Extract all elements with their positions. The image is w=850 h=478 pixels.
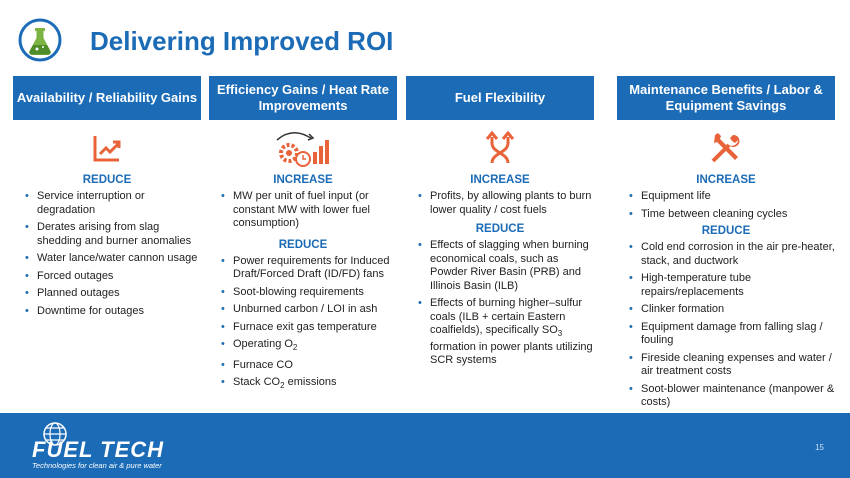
list-item: Soot-blowing requirements [221,286,397,300]
icon-container [209,126,397,170]
list-item: Effects of slagging when burning economi… [418,239,594,293]
flask-leaf-logo-icon [18,18,62,62]
subscript: 2 [280,381,285,391]
column-header: Fuel Flexibility [406,76,594,120]
section-label-reduce: REDUCE [278,238,328,251]
crossing-arrows-icon [486,131,514,164]
list-item: Unburned carbon / LOI in ash [221,303,397,317]
list-item: Power requirements for Induced Draft/For… [221,255,397,282]
bullet-list: Power requirements for Induced Draft/For… [209,255,397,393]
list-item: Service interruption or degradation [25,190,201,217]
list-item: Equipment damage from falling slag / fou… [629,321,835,348]
list-item: Planned outages [25,287,201,301]
fueltech-logo: FUEL TECH Technologies for clean air & p… [32,422,165,470]
page-number: 15 [815,443,824,452]
column-header: Availability / Reliability Gains [13,76,201,120]
brand-name: FUEL TECH [32,437,165,462]
section-label-increase: INCREASE [470,174,530,186]
section-label-increase: INCREASE [273,174,333,186]
wrench-screwdriver-icon [711,133,740,163]
list-item: Derates arising from slag shedding and b… [25,221,201,248]
list-item: High-temperature tube repairs/replacemen… [629,272,835,299]
list-item: Operating O2 [221,338,397,355]
list-item: Effects of burning higher–sulfur coals (… [418,297,594,368]
column-fuel-flexibility: Fuel Flexibility INCREASE Profits, by al… [406,76,594,372]
list-item-text: Operating O [233,338,293,350]
column-efficiency: Efficiency Gains / Heat Rate Improvement… [209,76,397,397]
subscript: 3 [557,329,563,339]
list-item: MW per unit of fuel input (or constant M… [221,190,397,231]
column-availability: Availability / Reliability Gains REDUCE … [13,76,201,322]
section-label-reduce: REDUCE [701,225,751,237]
list-item: Time between cleaning cycles [629,208,835,222]
list-item: Equipment life [629,190,835,204]
title-bar: Delivering Improved ROI [0,0,850,72]
list-item: Cold end corrosion in the air pre-heater… [629,241,835,268]
column-header: Efficiency Gains / Heat Rate Improvement… [209,76,397,120]
list-item: Furnace exit gas temperature [221,321,397,335]
footer-bar: FUEL TECH Technologies for clean air & p… [0,413,850,478]
bullet-list: Profits, by allowing plants to burn lowe… [406,190,594,217]
bullet-list: Effects of slagging when burning economi… [406,239,594,368]
bullet-list: Service interruption or degradation Dera… [13,190,201,318]
page-title: Delivering Improved ROI [90,26,394,56]
list-item-text: Effects of burning higher–sulfur coals (… [430,297,583,336]
icon-container [617,126,835,170]
list-item: Water lance/water cannon usage [25,252,201,266]
list-item: Profits, by allowing plants to burn lowe… [418,190,594,217]
bullet-list: Cold end corrosion in the air pre-heater… [617,241,835,410]
list-item: Stack CO2 emissions [221,376,397,393]
brand-tagline: Technologies for clean air & pure water [32,461,162,470]
list-item: Furnace CO [221,359,397,373]
column-header: Maintenance Benefits / Labor & Equipment… [617,76,835,120]
bullet-list: MW per unit of fuel input (or constant M… [209,190,397,231]
list-item: Fireside cleaning expenses and water / a… [629,352,835,379]
trend-up-chart-icon [93,136,121,162]
bullet-list: Equipment life Time between cleaning cyc… [617,190,835,221]
list-item-text-tail: formation in power plants utilizing SCR … [430,340,593,367]
list-item: Clinker formation [629,303,835,317]
globe-icon [43,422,67,446]
list-item-text-tail: emissions [287,376,337,389]
list-item-text: Stack CO [233,376,281,389]
list-item: Soot-blower maintenance (manpower & cost… [629,383,835,410]
section-label-increase: INCREASE [696,174,756,186]
list-item: Downtime for outages [25,305,201,319]
column-maintenance: Maintenance Benefits / Labor & Equipment… [617,76,835,414]
icon-container [406,126,594,170]
section-label-reduce: REDUCE [475,223,525,235]
icon-container [13,126,201,170]
list-item: Forced outages [25,270,201,284]
section-label-reduce: REDUCE [82,174,132,186]
subscript: 2 [292,343,298,353]
gear-clock-bars-icon [276,132,329,167]
